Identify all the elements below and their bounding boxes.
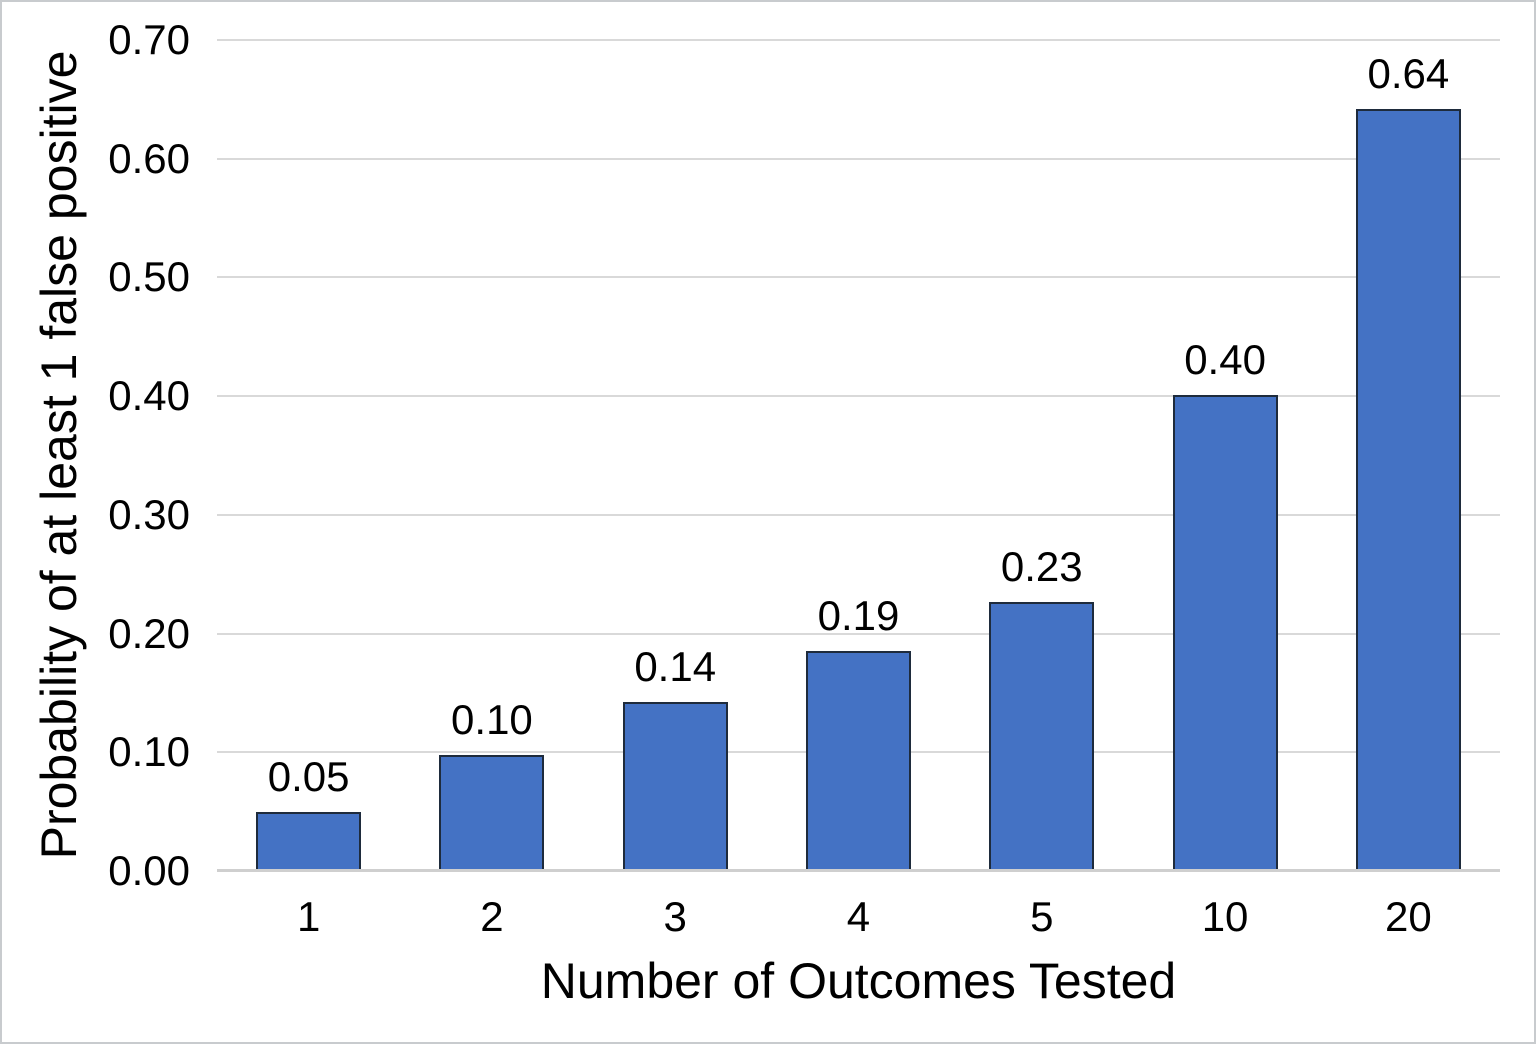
- y-tick-label: 0.50: [108, 253, 190, 301]
- bar-value-label: 0.10: [451, 696, 533, 744]
- bar-value-label: 0.19: [817, 591, 900, 639]
- bar-value-label: 0.14: [634, 642, 717, 690]
- bar-value-label: 0.05: [267, 752, 350, 800]
- bar: [622, 701, 728, 871]
- gridline: [217, 39, 1500, 41]
- y-tick-label: 0.40: [108, 372, 190, 420]
- x-axis-line: [217, 869, 1500, 872]
- x-tick-label: 5: [1030, 893, 1054, 940]
- x-tick-label: 10: [1201, 893, 1249, 940]
- y-tick-label: 0.30: [108, 490, 190, 538]
- bar: [1355, 109, 1461, 871]
- x-tick-label: 3: [663, 893, 687, 940]
- x-axis-title: Number of Outcomes Tested: [540, 953, 1177, 1009]
- plot-area: 0.05 0.10 0.14 0.19 0.23 0.40 0.64: [217, 39, 1500, 872]
- bar-value-label: 0.40: [1184, 335, 1266, 383]
- gridline: [217, 395, 1500, 398]
- x-tick-label: 2: [480, 893, 504, 940]
- x-tick-label: 20: [1384, 893, 1432, 940]
- x-tick-label: 1: [296, 893, 321, 940]
- bar: [439, 755, 545, 871]
- y-tick-label: 0.20: [108, 609, 190, 657]
- y-tick-label: 0.10: [108, 728, 190, 776]
- bar: [989, 602, 1095, 871]
- gridline: [217, 632, 1500, 635]
- gridline: [217, 276, 1500, 279]
- bar: [806, 650, 911, 871]
- y-tick-label: 0.60: [108, 134, 190, 182]
- bar: [1172, 394, 1278, 871]
- gridline: [217, 157, 1500, 160]
- bar-value-label: 0.64: [1367, 50, 1450, 98]
- y-tick-label: 0.00: [108, 847, 190, 894]
- y-tick-label: 0.70: [108, 16, 190, 63]
- bar: [256, 811, 362, 871]
- x-tick-label: 4: [846, 893, 871, 940]
- bar-value-label: 0.23: [1000, 543, 1083, 591]
- gridline: [217, 513, 1500, 516]
